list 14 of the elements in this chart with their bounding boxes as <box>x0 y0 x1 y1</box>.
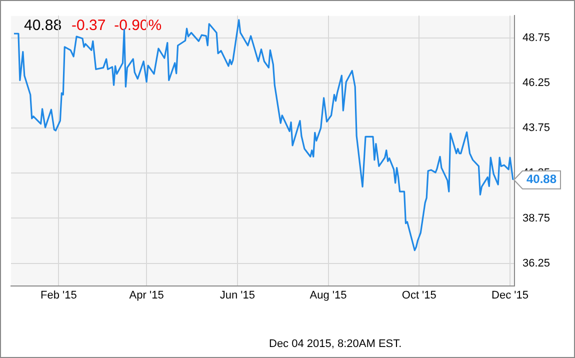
y-tick-label: 36.25 <box>522 257 550 270</box>
x-tick-label: Dec '15 <box>492 289 528 302</box>
y-tick-label: 48.75 <box>522 32 550 44</box>
x-tick-label: Feb '15 <box>40 289 77 302</box>
annotation: 40.88 <box>526 172 557 186</box>
x-tick-label: Jun '15 <box>220 289 255 302</box>
x-tick-label: Oct '15 <box>402 289 436 302</box>
text: Dec 04 2015, 8:20AM EST. <box>269 338 402 350</box>
y-tick-label: 46.25 <box>522 77 550 90</box>
y-tick-label: 43.75 <box>522 122 550 134</box>
y-tick-label: 38.75 <box>522 212 550 224</box>
x-tick-label: Apr '15 <box>129 289 164 302</box>
x-tick-label: Aug '15 <box>310 289 347 302</box>
chart-title: 40.88 <box>24 17 62 34</box>
